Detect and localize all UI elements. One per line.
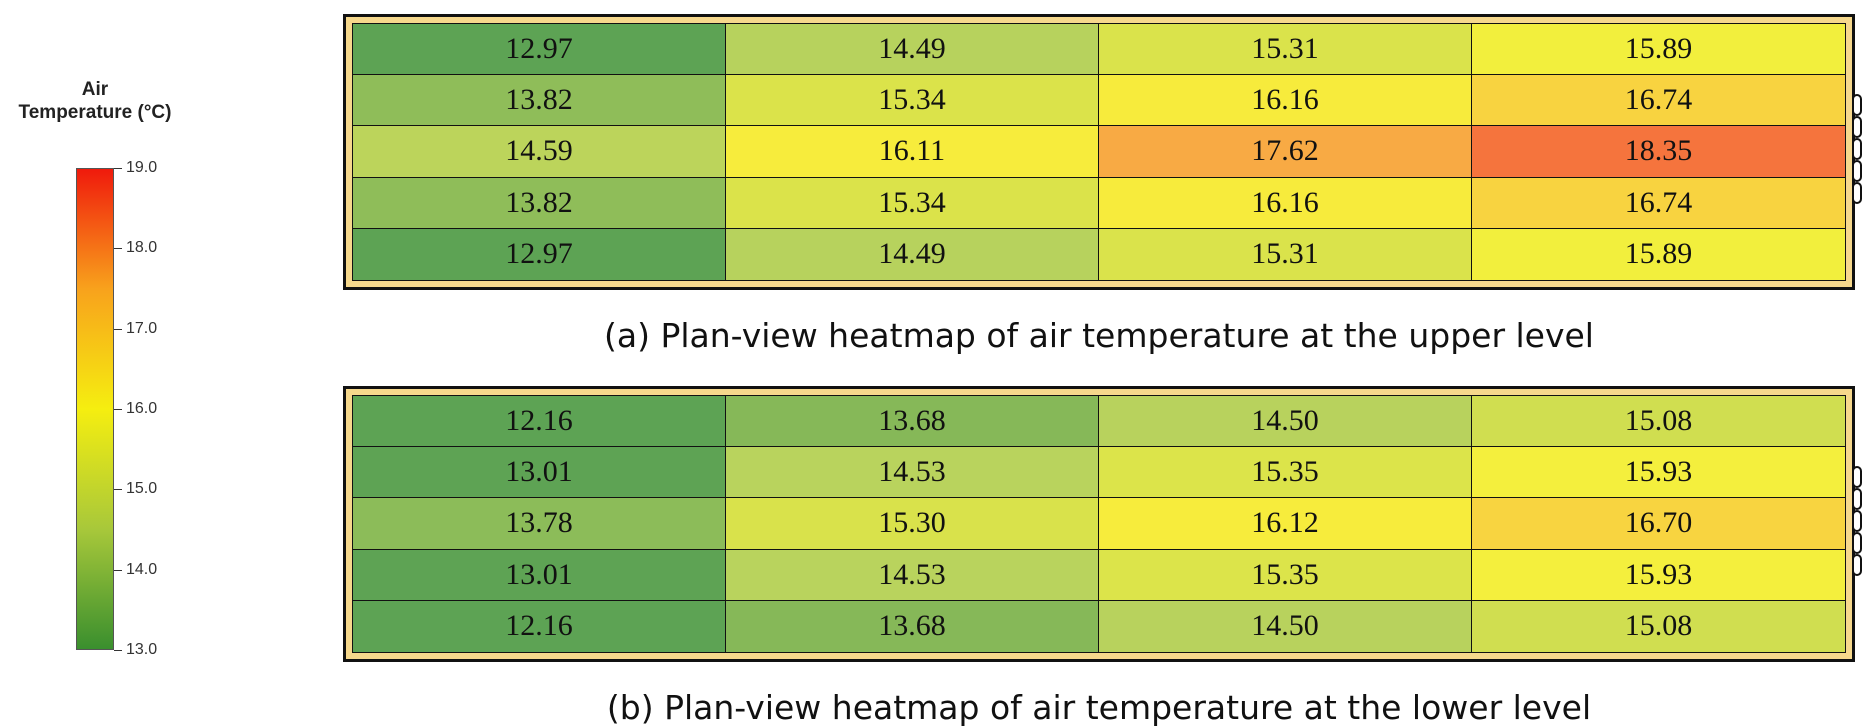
heatmap-cell: 14.50	[1099, 396, 1472, 448]
colorbar-tick	[114, 569, 122, 571]
heatmap-cell: 15.08	[1472, 396, 1845, 448]
heatmap-cell: 15.35	[1099, 549, 1472, 601]
heatmap-cell: 15.31	[1099, 228, 1472, 280]
colorbar-tick-label: 18.0	[126, 239, 158, 257]
heatmap-cell: 15.35	[1099, 447, 1472, 499]
heatmap-cell: 14.50	[1099, 600, 1472, 652]
side-connector-icon	[1852, 160, 1862, 182]
heatmap-cell: 17.62	[1099, 126, 1472, 178]
colorbar-tick	[114, 489, 122, 491]
side-connector-icon	[1852, 554, 1862, 576]
side-connector-icon	[1852, 182, 1862, 204]
colorbar-tick	[114, 650, 122, 651]
heatmap-cell: 13.78	[353, 498, 726, 550]
colorbar-tick-label: 17.0	[126, 319, 158, 337]
side-connector-icon	[1852, 488, 1862, 510]
heatmap-cell: 15.34	[726, 75, 1099, 127]
heatmap-cell: 15.93	[1472, 447, 1845, 499]
heatmap-cell: 15.93	[1472, 549, 1845, 601]
heatmap-cell: 14.59	[353, 126, 726, 178]
heatmap-cell: 16.12	[1099, 498, 1472, 550]
heatmap-panel-lower: 12.16 13.68 14.50 15.08 13.01 14.53 15.35 15.93…	[343, 386, 1855, 662]
side-connector-icon	[1852, 138, 1862, 160]
heatmap-cell: 14.49	[726, 24, 1099, 76]
side-connector-icon	[1852, 116, 1862, 138]
heatmap-cell: 12.16	[353, 396, 726, 448]
colorbar-tick	[114, 409, 122, 410]
colorbar-tick-label: 13.0	[126, 641, 158, 658]
heatmap-cell: 16.74	[1472, 177, 1845, 229]
side-connector-icon	[1852, 510, 1862, 532]
heatmap-cell: 12.16	[353, 600, 726, 652]
heatmap-cell: 15.89	[1472, 228, 1845, 280]
heatmap-cell: 16.70	[1472, 498, 1845, 550]
side-connector-icon	[1852, 466, 1862, 488]
heatmap-cell: 13.01	[353, 549, 726, 601]
heatmap-cell: 13.68	[726, 600, 1099, 652]
heatmap-grid: 12.97 14.49 15.31 15.89 13.82 15.34 16.16 16.74…	[352, 23, 1846, 281]
heatmap-cell: 18.35	[1472, 126, 1845, 178]
colorbar-tick-label: 16.0	[126, 400, 158, 417]
side-connector-icon	[1852, 94, 1862, 116]
colorbar-tick	[114, 248, 122, 250]
colorbar-tick	[114, 328, 122, 330]
colorbar-tick-label: 14.0	[126, 560, 158, 578]
heatmap-cell: 15.31	[1099, 24, 1472, 76]
heatmap-cell: 12.97	[353, 228, 726, 280]
heatmap-cell: 14.53	[726, 549, 1099, 601]
colorbar-tick	[114, 168, 122, 169]
colorbar-tick-label: 19.0	[126, 159, 158, 176]
colorbar	[76, 168, 114, 650]
heatmap-panel-upper: 12.97 14.49 15.31 15.89 13.82 15.34 16.16 16.74…	[343, 14, 1855, 290]
heatmap-cell: 12.97	[353, 24, 726, 76]
caption-lower: (b) Plan-view heatmap of air temperature…	[606, 688, 1592, 727]
heatmap-cell: 16.16	[1099, 177, 1472, 229]
heatmap-cell: 13.01	[353, 447, 726, 499]
heatmap-cell: 15.34	[726, 177, 1099, 229]
heatmap-cell: 16.74	[1472, 75, 1845, 127]
heatmap-cell: 15.89	[1472, 24, 1845, 76]
colorbar-title: Air Temperature (°C)	[0, 78, 190, 124]
heatmap-cell: 13.68	[726, 396, 1099, 448]
caption-upper: (a) Plan-view heatmap of air temperature…	[604, 316, 1594, 355]
heatmap-cell: 15.08	[1472, 600, 1845, 652]
colorbar-title-line1: Air	[81, 79, 109, 100]
heatmap-cell: 16.11	[726, 126, 1099, 178]
colorbar-tick-label: 15.0	[126, 480, 158, 498]
side-connector-icon	[1852, 532, 1862, 554]
heatmap-cell: 14.49	[726, 228, 1099, 280]
heatmap-grid: 12.16 13.68 14.50 15.08 13.01 14.53 15.35 15.93…	[352, 395, 1846, 653]
heatmap-cell: 16.16	[1099, 75, 1472, 127]
heatmap-cell: 15.30	[726, 498, 1099, 550]
heatmap-cell: 14.53	[726, 447, 1099, 499]
heatmap-cell: 13.82	[353, 75, 726, 127]
heatmap-cell: 13.82	[353, 177, 726, 229]
colorbar-title-line2: Temperature (°C)	[18, 102, 172, 123]
